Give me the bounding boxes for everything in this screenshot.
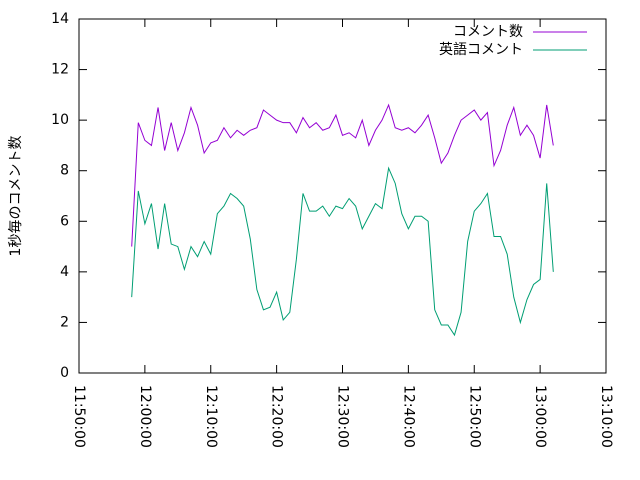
x-tick-label: 12:10:00: [203, 385, 219, 448]
x-tick-label: 13:10:00: [598, 385, 614, 448]
x-tick-label: 12:40:00: [400, 385, 416, 448]
x-tick-label: 12:30:00: [335, 385, 351, 448]
y-tick-label: 4: [60, 264, 69, 280]
plot-frame: [78, 18, 607, 374]
x-tick-label: 12:50:00: [466, 385, 482, 448]
y-tick-label: 2: [60, 314, 69, 330]
data-line: [131, 103, 554, 247]
y-tick-label: 8: [60, 163, 69, 179]
y-tick-label: 10: [51, 112, 69, 128]
y-tick-label: 12: [51, 62, 69, 78]
y-tick-label: 0: [60, 365, 69, 381]
legend-label: コメント数: [453, 24, 523, 40]
legend-label: 英語コメント: [439, 41, 523, 58]
x-tick-label: 11:50:00: [71, 385, 87, 448]
x-tick-label: 13:00:00: [532, 385, 548, 448]
y-axis-label: 1秒毎のコメント数: [8, 136, 24, 257]
data-line: [131, 166, 554, 337]
y-tick-label: 14: [51, 11, 69, 27]
y-tick-label: 6: [60, 213, 69, 229]
x-tick-label: 12:00:00: [137, 385, 153, 448]
x-tick-label: 12:20:00: [269, 385, 285, 448]
